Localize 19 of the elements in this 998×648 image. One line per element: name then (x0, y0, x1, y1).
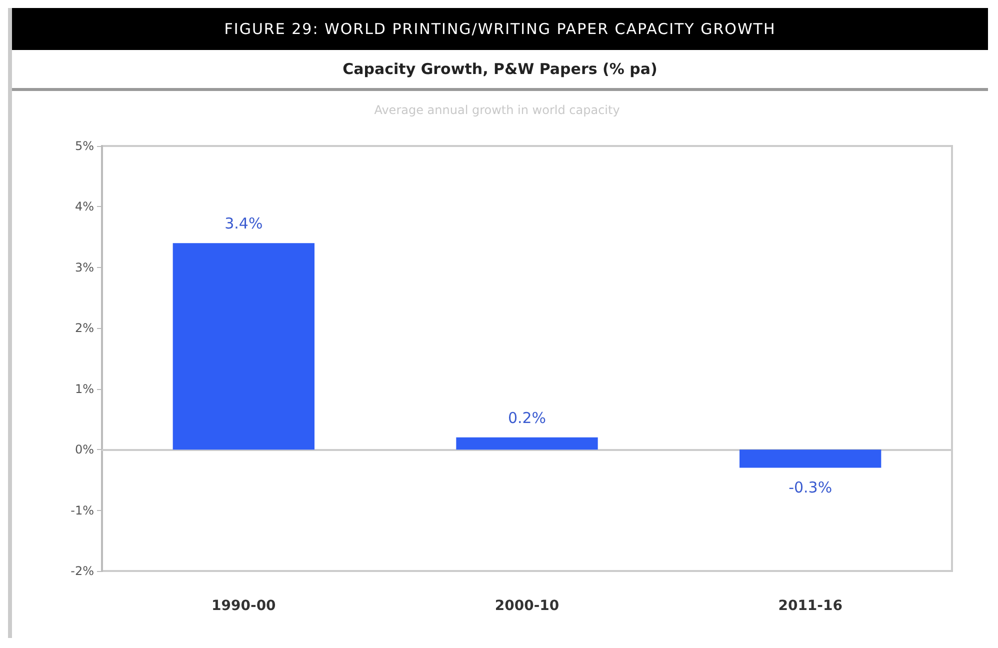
bar (456, 437, 598, 450)
y-tick-label: 0% (74, 442, 94, 457)
y-tick-label: -1% (70, 503, 94, 518)
x-tick-label: 1990-00 (212, 598, 276, 614)
y-tick-label: 4% (74, 200, 94, 214)
data-label: 3.4% (224, 214, 263, 233)
y-tick-label: 3% (74, 260, 94, 274)
x-tick-label: 2011-16 (778, 598, 842, 614)
data-label: 0.2% (508, 408, 546, 427)
bar (172, 243, 314, 450)
y-tick-label: 5% (74, 139, 94, 153)
y-tick-label: 1% (74, 382, 94, 396)
y-tick-label: 2% (74, 321, 94, 336)
x-tick-label: 2000-10 (494, 598, 560, 614)
chart-title: FIGURE 29: WORLD PRINTING/WRITING PAPER CAPACITY GROWTH (12, 8, 988, 50)
y-tick-label: -2% (70, 564, 94, 578)
data-label: -0.3% (788, 478, 832, 496)
chart-subtitle: Capacity Growth, P&W Papers (% pa) (12, 50, 988, 91)
bar (740, 450, 882, 468)
